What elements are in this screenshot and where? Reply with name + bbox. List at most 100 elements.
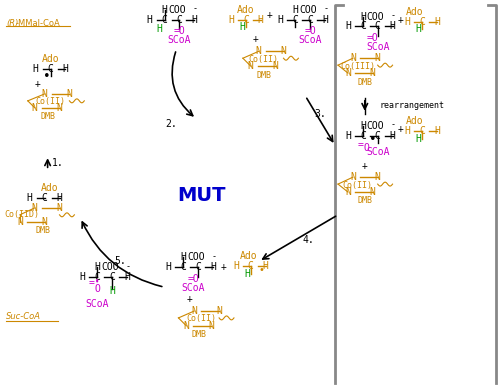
Text: H: H: [166, 262, 172, 273]
Text: N: N: [370, 68, 376, 78]
Text: COO: COO: [188, 253, 205, 262]
Text: H: H: [156, 25, 162, 34]
Text: C: C: [360, 131, 366, 140]
Text: COO: COO: [300, 5, 317, 14]
Text: +: +: [362, 161, 368, 171]
Text: H: H: [416, 25, 422, 34]
Text: +: +: [253, 34, 258, 45]
Text: N: N: [350, 172, 356, 182]
Text: N: N: [216, 306, 222, 316]
Text: H: H: [292, 5, 298, 14]
Text: H: H: [434, 16, 440, 27]
Text: N: N: [17, 217, 23, 227]
Text: Ado: Ado: [240, 251, 258, 262]
Text: H: H: [434, 126, 440, 136]
Text: SCoA: SCoA: [298, 35, 322, 45]
Text: +: +: [266, 10, 272, 20]
Text: Suc-CoA: Suc-CoA: [6, 312, 41, 321]
Text: C: C: [308, 14, 313, 25]
Text: H: H: [258, 14, 264, 25]
Text: -MMal-CoA: -MMal-CoA: [16, 19, 60, 28]
Text: O: O: [94, 284, 100, 294]
Text: SCoA: SCoA: [86, 299, 109, 309]
Text: C: C: [196, 262, 201, 273]
Text: =: =: [358, 140, 364, 151]
Text: H: H: [180, 253, 186, 262]
Text: H: H: [322, 14, 328, 25]
Text: N: N: [345, 187, 351, 197]
Text: COO: COO: [168, 5, 186, 14]
Text: DMB: DMB: [192, 330, 207, 339]
Text: -: -: [193, 4, 198, 13]
Text: C: C: [42, 193, 48, 203]
Text: N: N: [256, 46, 262, 56]
Text: H: H: [345, 131, 351, 140]
Text: Ado: Ado: [406, 7, 423, 17]
Text: DMB: DMB: [35, 226, 50, 235]
Text: C: C: [176, 14, 182, 25]
Text: •: •: [259, 265, 264, 275]
Text: C: C: [360, 22, 366, 32]
Text: DMB: DMB: [256, 70, 271, 80]
Text: 1.: 1.: [52, 158, 64, 168]
Text: H: H: [360, 120, 366, 131]
Text: DMB: DMB: [358, 196, 372, 205]
Text: H: H: [27, 193, 32, 203]
Text: N: N: [184, 321, 190, 331]
Text: H: H: [244, 269, 250, 279]
Text: =O: =O: [174, 27, 186, 36]
Text: Ado: Ado: [41, 183, 58, 193]
Text: N: N: [374, 53, 380, 63]
Text: -: -: [390, 120, 395, 129]
Text: H: H: [62, 64, 68, 74]
Text: N: N: [32, 203, 38, 213]
Text: rearrangement: rearrangement: [380, 101, 444, 110]
Text: N: N: [370, 187, 376, 197]
Text: Co(II): Co(II): [248, 55, 278, 64]
Text: SCoA: SCoA: [366, 42, 390, 52]
Text: Co(III): Co(III): [340, 62, 376, 71]
Text: C: C: [48, 64, 54, 74]
Text: -: -: [324, 4, 328, 13]
Text: •: •: [43, 70, 51, 83]
Text: C: C: [374, 131, 380, 140]
Text: H: H: [94, 262, 100, 273]
Text: H: H: [390, 131, 396, 140]
Text: C: C: [420, 126, 425, 136]
Text: 3.: 3.: [314, 109, 326, 119]
Text: C: C: [374, 22, 380, 32]
Text: (R): (R): [6, 19, 18, 28]
Text: N: N: [192, 306, 197, 316]
Text: N: N: [42, 217, 48, 227]
Text: H: H: [404, 126, 410, 136]
Text: -: -: [390, 11, 395, 20]
Text: SCoA: SCoA: [182, 283, 205, 293]
Text: Co(IID): Co(IID): [4, 210, 40, 219]
Text: Co(II): Co(II): [186, 314, 216, 323]
Text: N: N: [374, 172, 380, 182]
Text: N: N: [272, 61, 278, 71]
Text: Ado: Ado: [237, 5, 254, 14]
Text: COO: COO: [366, 120, 384, 131]
Text: C: C: [248, 261, 254, 271]
Text: C: C: [420, 16, 425, 27]
Text: H: H: [345, 22, 351, 32]
Text: C: C: [109, 272, 115, 282]
Text: H: H: [124, 272, 130, 282]
Text: -: -: [126, 262, 130, 271]
Text: H: H: [404, 16, 410, 27]
Text: 2.: 2.: [166, 118, 177, 129]
Text: MUT: MUT: [177, 185, 226, 204]
Text: N: N: [280, 46, 286, 56]
Text: N: N: [56, 203, 62, 213]
Text: Co(II): Co(II): [343, 181, 373, 190]
Text: H: H: [233, 261, 239, 271]
Text: N: N: [56, 103, 62, 113]
Text: +: +: [398, 14, 404, 25]
Text: COO: COO: [101, 262, 119, 273]
Text: H: H: [390, 22, 396, 32]
Text: COO: COO: [366, 12, 384, 22]
Text: 5.: 5.: [114, 256, 126, 266]
Text: H: H: [262, 261, 268, 271]
Text: C: C: [292, 14, 298, 25]
